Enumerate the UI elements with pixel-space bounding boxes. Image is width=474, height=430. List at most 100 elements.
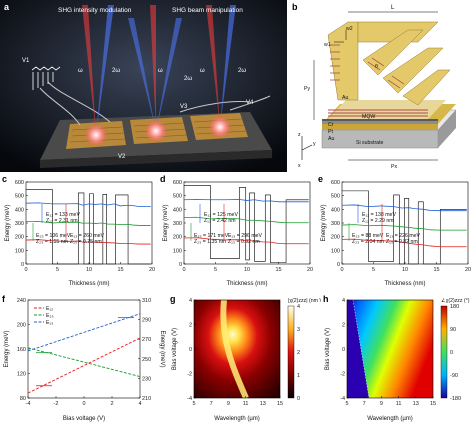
phase-wrap-region xyxy=(347,300,369,398)
y-tick-label: 100 xyxy=(173,248,182,254)
energy-annotation: E₂₃ = 171 meV xyxy=(194,233,229,239)
y-tick-label: 500 xyxy=(331,194,340,200)
x-tick-label: 15 xyxy=(277,401,283,407)
axis-label: y xyxy=(313,141,316,147)
y-tick-label: 600 xyxy=(331,180,340,186)
y-tick-label: 0 xyxy=(189,347,192,353)
y2-tick-label: 270 xyxy=(142,337,151,343)
beam-label: ω xyxy=(78,68,83,74)
layer-label: Au xyxy=(328,136,334,142)
x-tick-label: 0 xyxy=(340,267,343,273)
panel-label: f xyxy=(2,294,5,304)
voltage-label: V1 xyxy=(22,58,30,64)
panel-label: e xyxy=(318,174,324,184)
y2-tick-label: 230 xyxy=(142,376,151,382)
unit-cell-schematic: L w1 w2 θ Py Au MQW Cr Pt Au Si substrat… xyxy=(288,0,474,172)
energy-annotation: E₂₃ = 106 meV xyxy=(36,233,71,239)
panel-e: 0 100 200 300 400 500 600 0 5 10 15 20 Thickness (nm… xyxy=(316,174,474,288)
y-tick-label: 400 xyxy=(173,207,182,213)
beam-label: ω xyxy=(200,68,205,74)
x-tick-label: 15 xyxy=(275,267,281,273)
voltage-label: V3 xyxy=(180,104,188,110)
layer-label: Cr xyxy=(328,122,334,128)
x-tick-label: 20 xyxy=(465,267,471,273)
y-tick-label: 4 xyxy=(342,298,345,304)
chi2-magnitude-map: -4 -2 0 2 4 5 7 9 11 13 15 4 3 2 1 0 |χ(2)zzz| (nm V⁻¹) W… xyxy=(172,298,329,422)
x-tick-label: 9 xyxy=(380,401,383,407)
y-tick-label: -4 xyxy=(187,396,192,402)
y-tick-label: -2 xyxy=(340,372,345,378)
y-tick-label: 200 xyxy=(17,323,26,329)
energy-annotation: Z₂₃ = 1.55 nm xyxy=(36,239,68,245)
resonance-band xyxy=(220,299,249,400)
layer-label: Si substrate xyxy=(356,140,384,146)
energy-annotation: Z₁₃ = 0.92 nm xyxy=(228,239,260,245)
axis-label: z xyxy=(298,132,301,138)
energy-annotation: Z₁₃ = 0.82 nm xyxy=(386,239,418,245)
y-tick-label: 600 xyxy=(15,180,24,186)
y-tick-label: 300 xyxy=(173,221,182,227)
energy-annotation: Z₂₃ = 2.04 nm xyxy=(352,239,384,245)
x-tick-label: 0 xyxy=(182,267,185,273)
x-axis-label: Bias voltage (V) xyxy=(63,416,105,422)
panel-label: b xyxy=(292,2,298,12)
series-line xyxy=(25,239,151,245)
y-axis-label: Energy (meV) xyxy=(5,204,11,241)
y-tick-label: 400 xyxy=(15,207,24,213)
x-tick-label: 4 xyxy=(138,401,141,407)
colorbar-tick-label: 0 xyxy=(450,350,453,356)
colorbar-tick-label: 1 xyxy=(297,373,300,379)
x-axis-label: Wavelength (µm) xyxy=(367,416,413,422)
series-line xyxy=(27,313,141,352)
y-tick-label: 240 xyxy=(17,298,26,304)
x-tick-label: 15 xyxy=(117,267,123,273)
y-tick-label: -2 xyxy=(187,372,192,378)
series-line xyxy=(183,237,309,245)
energy-annotation: Z₁₂ = 2.29 nm xyxy=(362,218,394,224)
title-right: SHG beam manipulation xyxy=(172,7,243,14)
energy-annotation: Z₁₃ = 0.75 nm xyxy=(70,239,102,245)
y-tick-label: 200 xyxy=(15,235,24,241)
x-tick-label: 5 xyxy=(56,267,59,273)
plot-frame xyxy=(27,299,141,399)
panel-b: L w1 w2 θ Py Au MQW Cr Pt Au Si substrat… xyxy=(288,0,474,172)
y-tick-label: -4 xyxy=(340,396,345,402)
y-tick-label: 2 xyxy=(342,323,345,329)
panel-label: a xyxy=(4,2,10,12)
colorbar-tick-label: -180 xyxy=(450,396,461,402)
x-tick-label: 7 xyxy=(210,401,213,407)
colorbar-title: |χ(2)zzz| (nm V⁻¹) xyxy=(288,298,321,304)
input-wave-icon xyxy=(31,66,61,90)
energy-annotation: Z₁₂ = 2.42 nm xyxy=(204,218,236,224)
y-tick-label: 500 xyxy=(173,194,182,200)
colorbar-tick-label: -90 xyxy=(450,373,458,379)
dim-label: θ xyxy=(375,64,378,70)
dim-label: Px xyxy=(391,164,397,170)
beam-label: 2ω xyxy=(238,68,246,74)
series-line xyxy=(27,337,141,394)
panel-label: d xyxy=(160,174,166,184)
legend-label: E₂₃ xyxy=(46,313,54,319)
energy-annotation: Z₂₃ = 1.35 nm xyxy=(194,239,226,245)
y2-tick-label: 250 xyxy=(142,357,151,363)
series-line xyxy=(183,216,309,224)
panel-a: SHG intensity modulation SHG beam manipu… xyxy=(0,0,287,172)
x-tick-label: 15 xyxy=(430,401,436,407)
y-axis-label: Energy (meV) xyxy=(4,330,10,367)
layer-label: Au xyxy=(342,95,348,101)
x-tick-label: 13 xyxy=(413,401,419,407)
energy-annotation: E₁₃ = 296 meV xyxy=(228,233,263,239)
plot-frame xyxy=(341,181,469,265)
energy-annotation: E₁₂ = 133 meV xyxy=(46,212,80,218)
y2-tick-label: 210 xyxy=(142,396,151,402)
y2-tick-label: 290 xyxy=(142,318,151,324)
panel-label: c xyxy=(2,174,8,184)
series-line xyxy=(25,220,151,226)
y2-tick-label: 310 xyxy=(142,298,151,304)
series-line xyxy=(27,347,141,377)
y-tick-label: 200 xyxy=(173,235,182,241)
y-axis-label: Energy (meV) xyxy=(163,204,169,241)
beam-label: ω xyxy=(158,68,163,74)
y-axis-label: Energy (meV) xyxy=(321,204,327,241)
colorbar-tick-label: 0 xyxy=(297,396,300,402)
